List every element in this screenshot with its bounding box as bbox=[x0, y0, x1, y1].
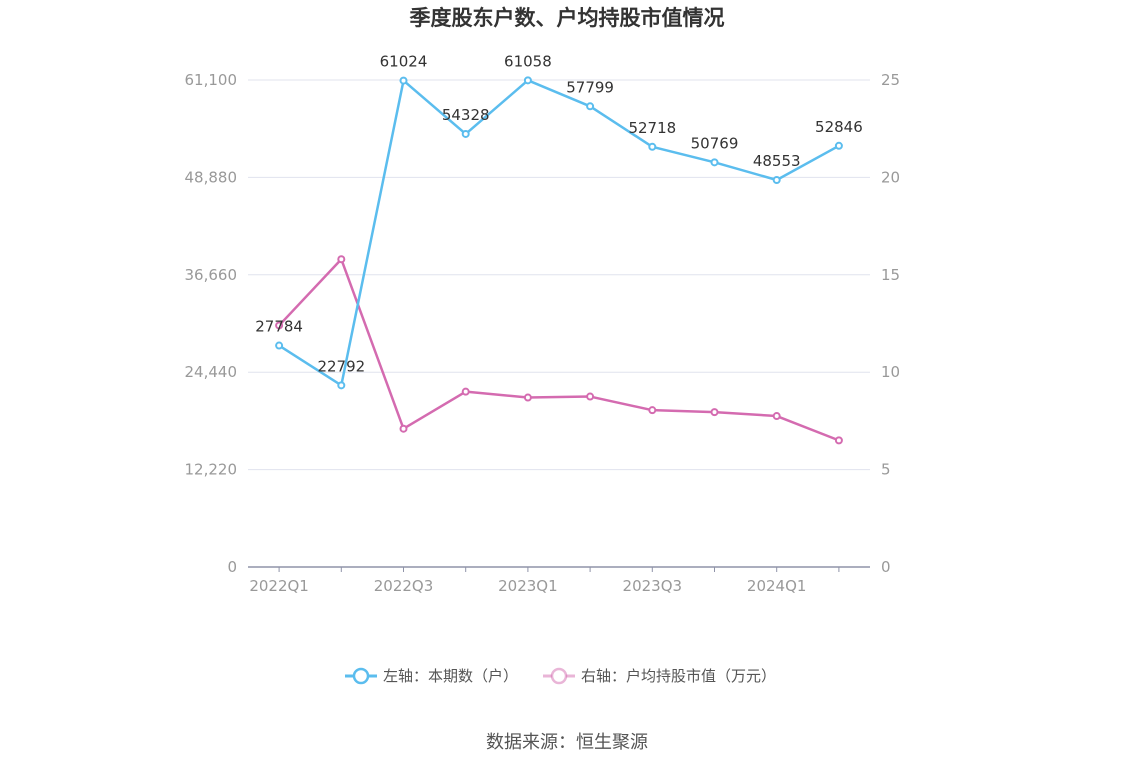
data-label: 22792 bbox=[317, 357, 365, 375]
y-left-tick-label: 0 bbox=[227, 558, 237, 576]
series-lines: 27784 22792 61024 54328 61058 57799 52718 50769… bbox=[255, 52, 863, 445]
source-note: 数据来源：恒生聚源 bbox=[486, 732, 648, 753]
series-line bbox=[278, 257, 840, 442]
data-point[interactable] bbox=[275, 321, 284, 330]
left-axis: 0 12,220 24,440 36,660 48,880 61,100 bbox=[185, 71, 238, 576]
x-tick-label: 2023Q1 bbox=[498, 577, 558, 595]
data-point[interactable] bbox=[399, 424, 408, 433]
data-point[interactable] bbox=[834, 141, 843, 150]
y-left-tick-label: 61,100 bbox=[185, 71, 238, 89]
data-point[interactable] bbox=[772, 176, 781, 185]
data-point[interactable] bbox=[461, 387, 470, 396]
data-point[interactable] bbox=[648, 142, 657, 151]
series-right bbox=[275, 255, 843, 445]
legend-label: 左轴：本期数（户） bbox=[383, 667, 518, 685]
data-label: 52846 bbox=[815, 118, 863, 136]
legend-swatch-marker bbox=[352, 667, 370, 685]
data-point[interactable] bbox=[834, 436, 843, 445]
data-label: 48553 bbox=[753, 152, 801, 170]
data-label: 61024 bbox=[380, 53, 428, 71]
legend-item[interactable]: 左轴：本期数（户） bbox=[345, 667, 518, 685]
y-left-tick-label: 24,440 bbox=[185, 363, 238, 381]
y-right-tick-label: 25 bbox=[881, 71, 900, 89]
data-label: 52718 bbox=[628, 119, 676, 137]
legend[interactable]: 左轴：本期数（户） 右轴：户均持股市值（万元） bbox=[345, 667, 776, 685]
y-left-tick-label: 12,220 bbox=[185, 461, 238, 479]
y-right-tick-label: 10 bbox=[881, 363, 900, 381]
chart-title: 季度股东户数、户均持股市值情况 bbox=[410, 6, 725, 30]
data-point[interactable] bbox=[337, 255, 346, 264]
y-right-tick-label: 20 bbox=[881, 168, 900, 186]
y-right-tick-label: 0 bbox=[881, 558, 891, 576]
grid bbox=[248, 79, 870, 568]
data-point[interactable] bbox=[648, 406, 657, 415]
data-point[interactable] bbox=[710, 158, 719, 167]
data-point[interactable] bbox=[710, 408, 719, 417]
data-point[interactable] bbox=[586, 392, 595, 401]
data-label: 54328 bbox=[442, 106, 490, 124]
data-point[interactable] bbox=[337, 381, 346, 390]
y-left-tick-label: 48,880 bbox=[185, 168, 238, 186]
series-left bbox=[275, 76, 843, 390]
series-line bbox=[278, 79, 840, 387]
x-tick-label: 2023Q3 bbox=[623, 577, 683, 595]
data-label: 50769 bbox=[691, 134, 739, 152]
data-label: 27784 bbox=[255, 318, 303, 336]
data-point[interactable] bbox=[772, 412, 781, 421]
data-point[interactable] bbox=[399, 76, 408, 85]
legend-label: 右轴：户均持股市值（万元） bbox=[581, 667, 776, 685]
y-right-tick-label: 5 bbox=[881, 461, 891, 479]
data-label: 57799 bbox=[566, 78, 614, 96]
x-tick-label: 2022Q3 bbox=[374, 577, 434, 595]
y-right-tick-label: 15 bbox=[881, 266, 900, 284]
y-left-tick-label: 36,660 bbox=[185, 266, 238, 284]
data-point[interactable] bbox=[586, 102, 595, 111]
right-axis: 0 5 10 15 20 25 bbox=[881, 71, 900, 576]
x-axis: 2022Q1 2022Q3 2023Q1 2023Q3 2024Q1 bbox=[249, 567, 840, 595]
legend-swatch-marker bbox=[550, 667, 568, 685]
data-point[interactable] bbox=[523, 76, 532, 85]
legend-item[interactable]: 右轴：户均持股市值（万元） bbox=[543, 667, 776, 685]
data-point[interactable] bbox=[461, 129, 470, 138]
data-point[interactable] bbox=[523, 393, 532, 402]
x-tick-label: 2024Q1 bbox=[747, 577, 807, 595]
x-tick-label: 2022Q1 bbox=[249, 577, 309, 595]
data-point[interactable] bbox=[275, 341, 284, 350]
data-label: 61058 bbox=[504, 52, 552, 70]
